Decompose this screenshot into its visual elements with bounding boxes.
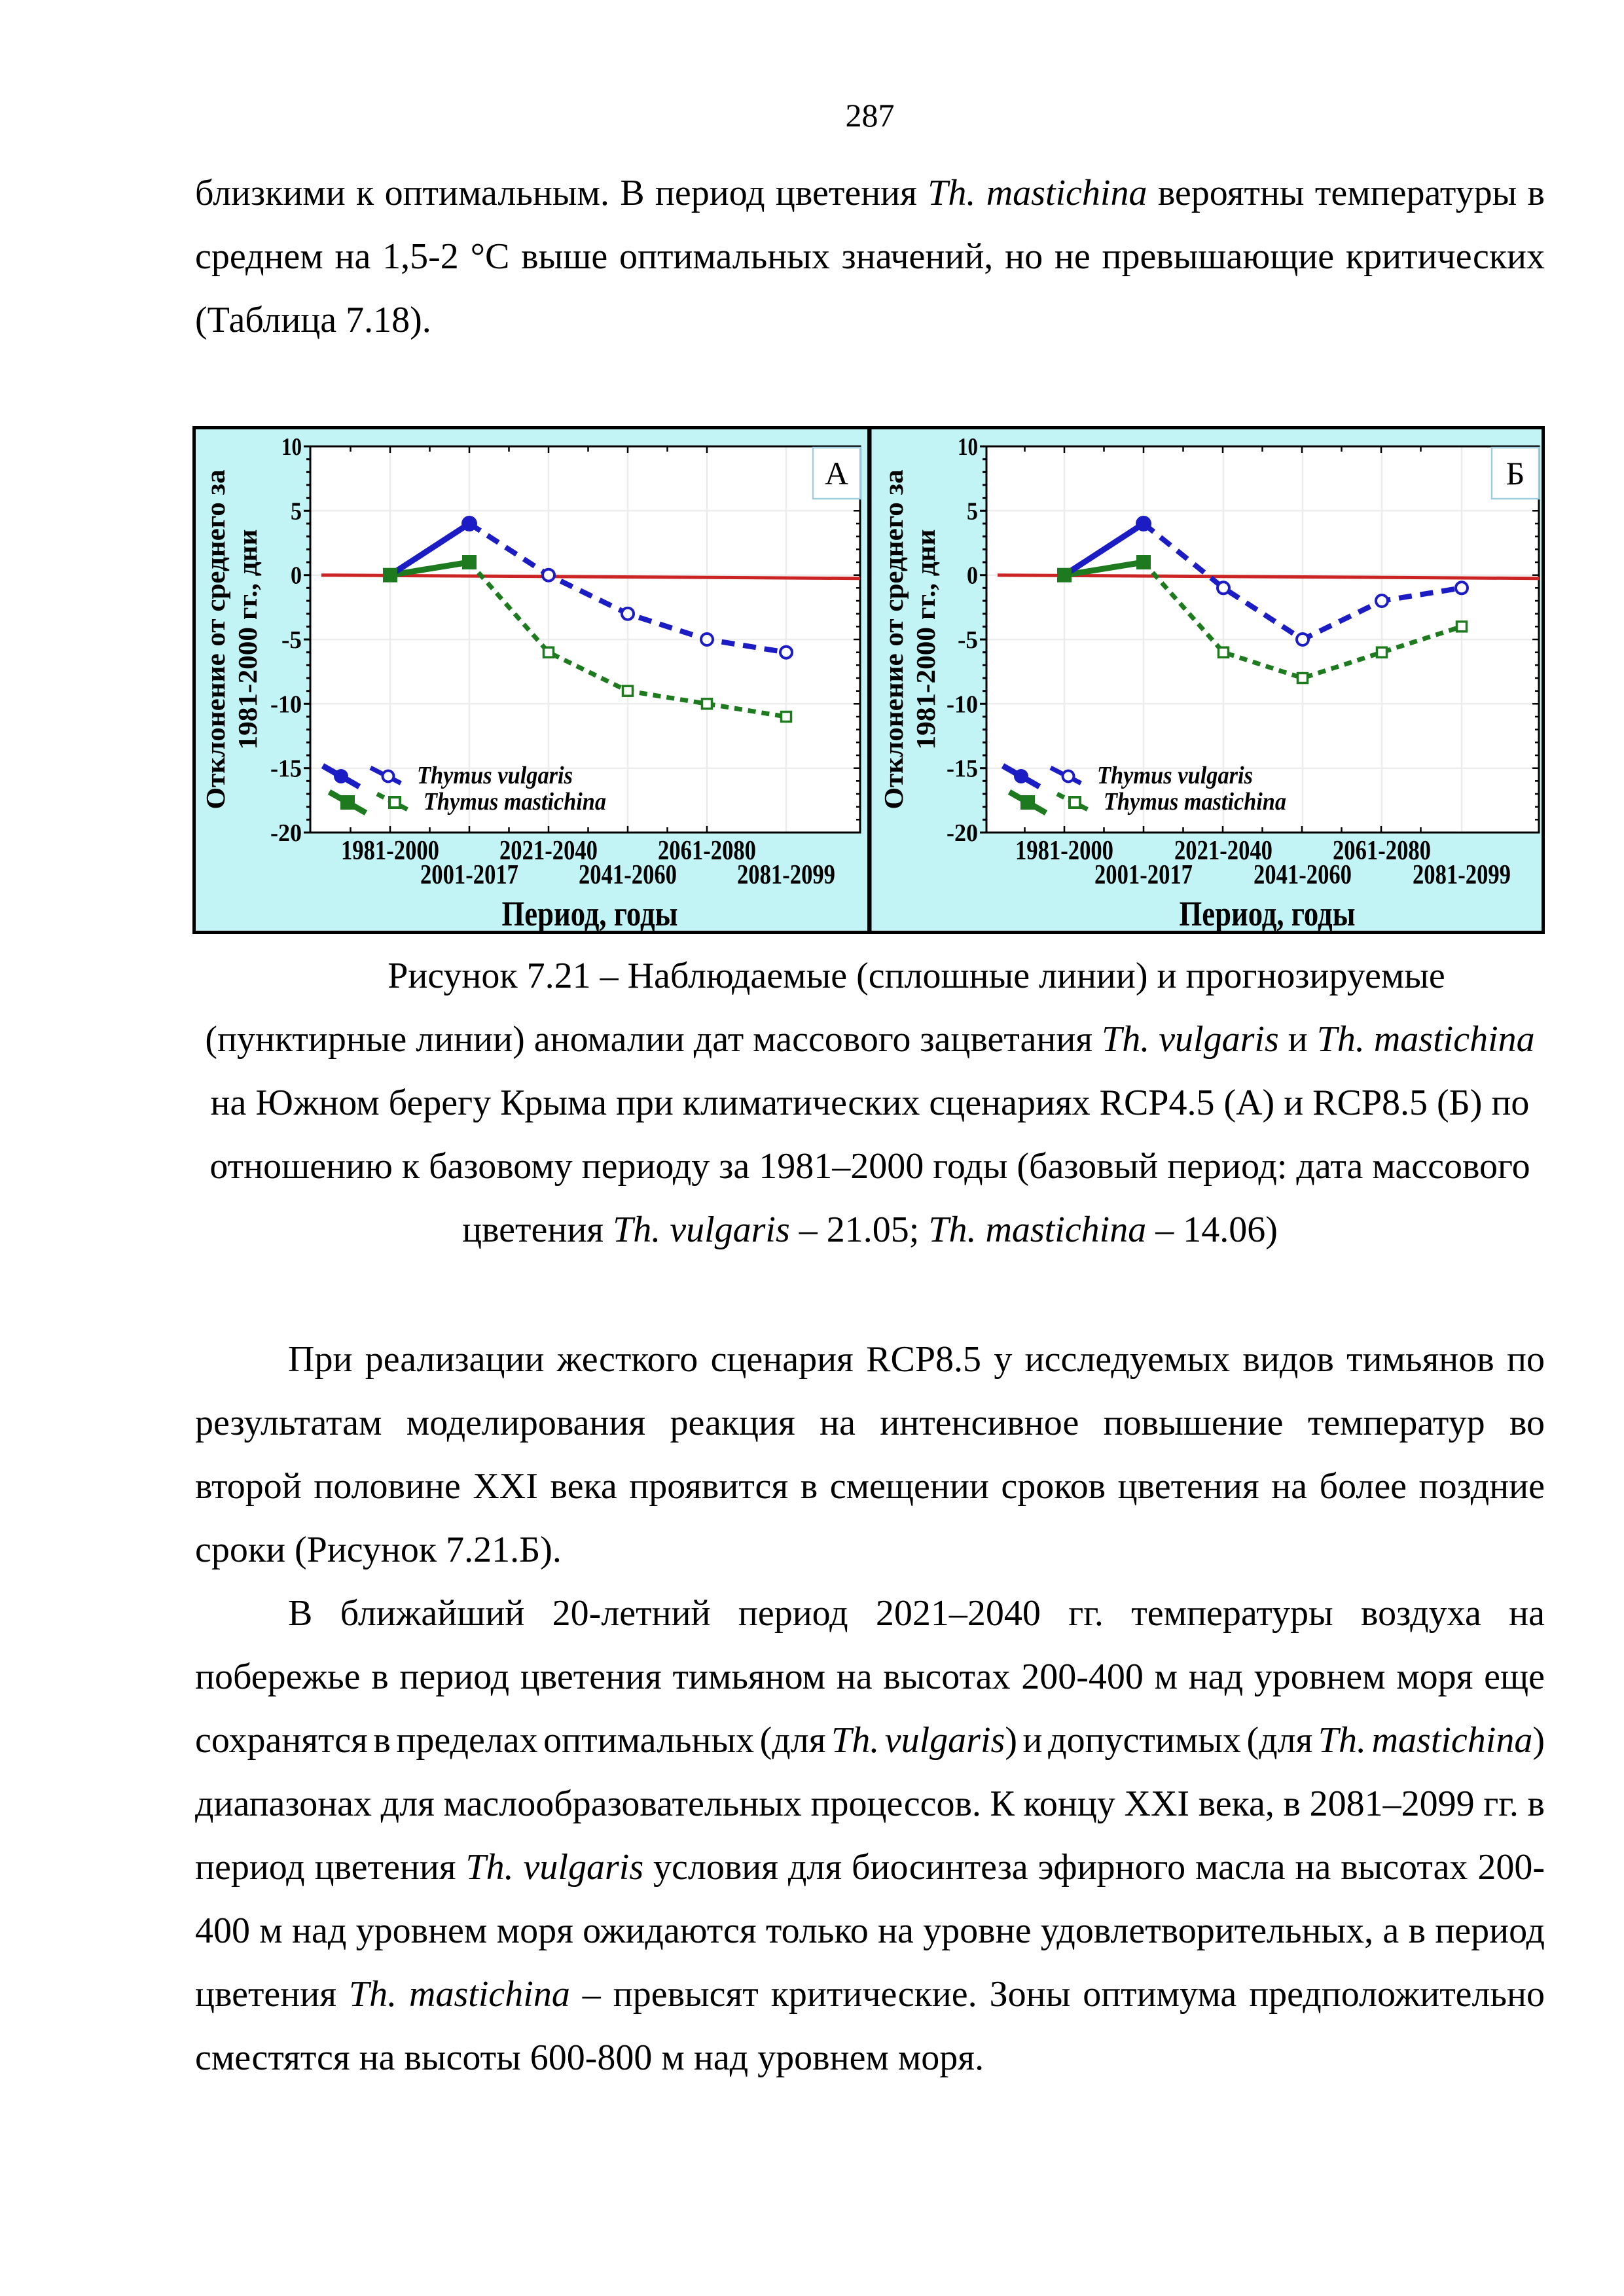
svg-text:1981-2000 гг., дни: 1981-2000 гг., дни — [911, 529, 941, 750]
svg-text:2081-2099: 2081-2099 — [737, 860, 835, 890]
svg-text:Thymus vulgaris: Thymus vulgaris — [417, 762, 573, 789]
svg-text:-15: -15 — [947, 755, 978, 783]
svg-text:2041-2060: 2041-2060 — [1254, 860, 1352, 890]
svg-text:Б: Б — [1506, 455, 1525, 492]
svg-text:2001-2017: 2001-2017 — [1094, 860, 1193, 890]
svg-text:-20: -20 — [947, 819, 978, 847]
svg-text:0: 0 — [291, 562, 302, 590]
svg-text:5: 5 — [967, 497, 978, 525]
svg-text:Thymus mastichina: Thymus mastichina — [1104, 788, 1286, 816]
svg-text:Thymus mastichina: Thymus mastichina — [424, 788, 606, 816]
svg-text:А: А — [825, 455, 848, 492]
svg-text:2021-2040: 2021-2040 — [1174, 836, 1272, 866]
svg-text:10: 10 — [281, 433, 302, 461]
svg-text:1981-2000: 1981-2000 — [1015, 836, 1113, 866]
svg-text:Период, годы: Период, годы — [502, 894, 678, 933]
svg-text:10: 10 — [958, 433, 978, 461]
svg-text:2061-2080: 2061-2080 — [1333, 836, 1431, 866]
svg-text:-10: -10 — [270, 691, 302, 718]
svg-text:-5: -5 — [281, 626, 302, 654]
svg-text:-5: -5 — [958, 626, 978, 654]
svg-text:Thymus vulgaris: Thymus vulgaris — [1097, 762, 1253, 789]
svg-text:5: 5 — [291, 497, 302, 525]
svg-text:2041-2060: 2041-2060 — [579, 860, 677, 890]
svg-text:2081-2099: 2081-2099 — [1413, 860, 1511, 890]
svg-text:2061-2080: 2061-2080 — [658, 836, 756, 866]
svg-text:-15: -15 — [270, 755, 302, 783]
svg-text:Отклонение от среднего за: Отклонение от среднего за — [878, 470, 909, 810]
svg-text:-20: -20 — [270, 819, 302, 847]
svg-text:2021-2040: 2021-2040 — [499, 836, 598, 866]
svg-text:1981-2000: 1981-2000 — [341, 836, 439, 866]
svg-text:0: 0 — [967, 562, 978, 590]
svg-text:2001-2017: 2001-2017 — [420, 860, 518, 890]
svg-text:1981-2000 гг., дни: 1981-2000 гг., дни — [232, 529, 262, 750]
svg-text:-10: -10 — [947, 691, 978, 718]
svg-text:Период, годы: Период, годы — [1180, 894, 1356, 933]
svg-text:Отклонение от среднего за: Отклонение от среднего за — [200, 470, 230, 810]
